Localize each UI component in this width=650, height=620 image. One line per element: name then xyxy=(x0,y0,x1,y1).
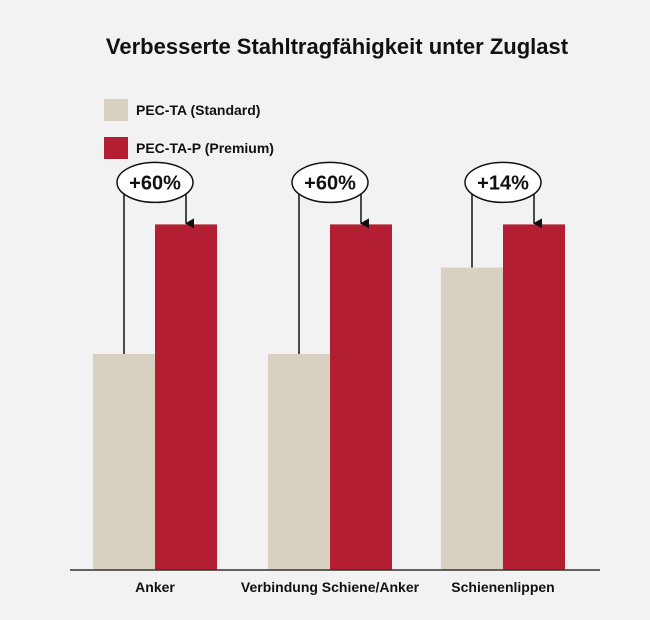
callout-label: +60% xyxy=(129,172,181,194)
category-labels: Anker Verbindung Schiene/Anker Schienenlip… xyxy=(135,579,555,595)
legend-label-premium: PEC-TA-P (Premium) xyxy=(136,140,274,156)
category-label: Anker xyxy=(135,579,175,595)
callout-bubble xyxy=(116,161,194,204)
callout-label: +14% xyxy=(477,172,529,194)
bar-standard xyxy=(441,267,503,570)
legend: PEC-TA (Standard) PEC-TA-P (Premium) xyxy=(104,99,274,159)
category-label: Schienenlippen xyxy=(451,579,554,595)
legend-swatch-premium xyxy=(104,137,128,159)
bar-premium xyxy=(503,224,565,570)
bars xyxy=(93,224,565,570)
bar-premium xyxy=(330,224,392,570)
legend-swatch-standard xyxy=(104,99,128,121)
chart-title: Verbesserte Stahltragfähigkeit unter Zug… xyxy=(106,34,569,59)
callout-label: +60% xyxy=(304,172,356,194)
category-label: Verbindung Schiene/Anker xyxy=(241,579,420,595)
bar-premium xyxy=(155,224,217,570)
callouts: +60% +60% +14% xyxy=(116,161,542,354)
bar-standard xyxy=(268,354,330,570)
bar-standard xyxy=(93,354,155,570)
callout-bubble xyxy=(464,161,542,204)
legend-label-standard: PEC-TA (Standard) xyxy=(136,102,260,118)
callout-bubble xyxy=(291,161,369,204)
